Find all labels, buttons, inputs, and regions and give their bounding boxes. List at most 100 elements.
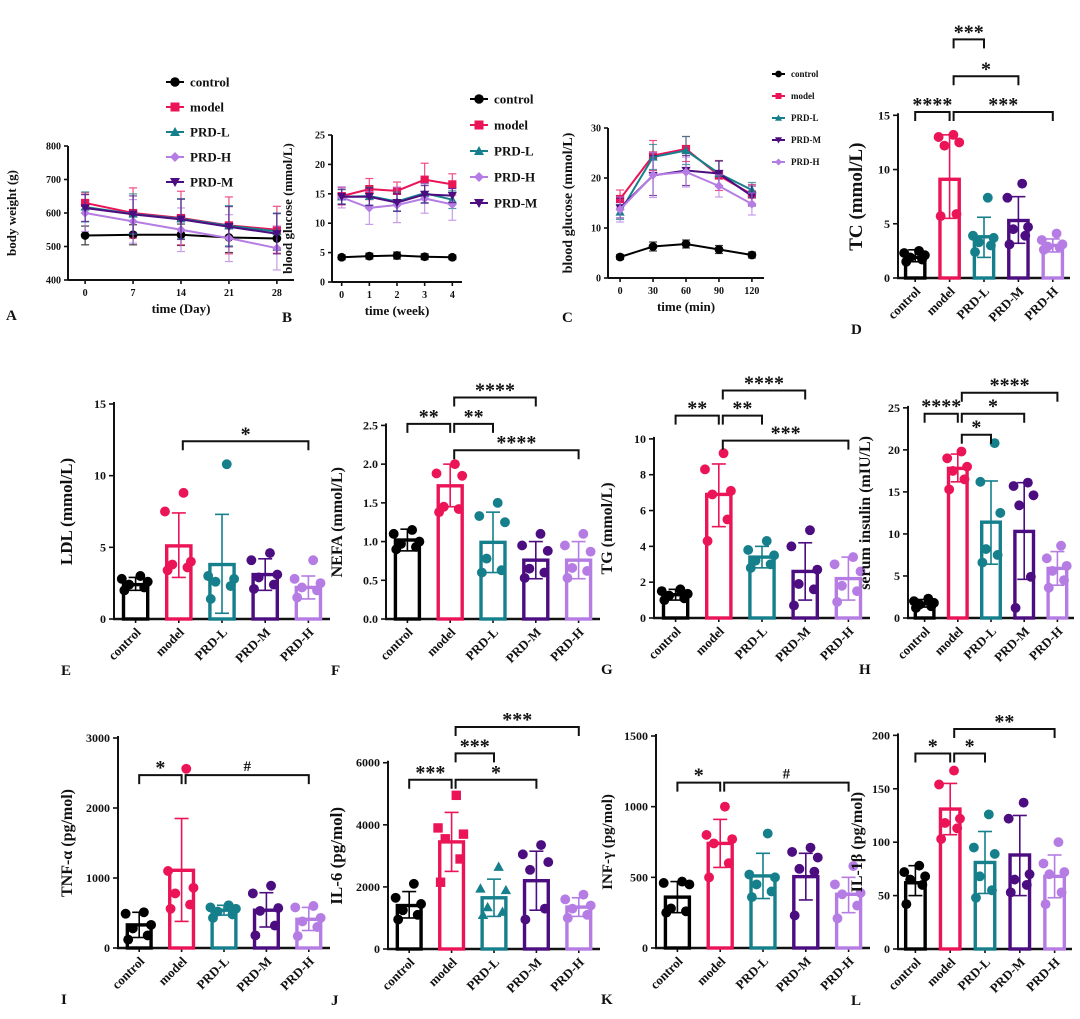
bar-group-control	[116, 571, 153, 621]
y-tick-label: 0	[596, 274, 601, 285]
sig-label: **	[732, 398, 752, 420]
category-label: PRD-M	[232, 625, 273, 666]
y-axis-title: blood glucose (mmol/L)	[561, 132, 576, 273]
y-tick-label: 25	[888, 401, 900, 415]
y-tick-label: 1.0	[363, 535, 378, 549]
series-control	[615, 239, 757, 262]
y-tick-label: 2	[640, 575, 646, 589]
bar-group-model	[431, 459, 468, 621]
axes: 0 10 20 30 0 30 60 90 120 time (min) blood glucose…	[561, 124, 764, 314]
panel-L: 0 50 100 150 200 IL-1β (pg/mol) control model PR…	[848, 688, 1080, 1013]
significance-brackets: ****** ******	[406, 380, 580, 460]
category-label: PRD-H	[1023, 955, 1063, 995]
category-label: PRD-H	[1021, 284, 1061, 324]
y-tick-label: 2.0	[363, 457, 378, 471]
legend-label: PRD-M	[791, 135, 821, 145]
x-axis-title: time (week)	[365, 303, 430, 318]
sig-label: ****	[990, 375, 1030, 397]
y-tick-label: 20	[888, 443, 900, 457]
y-tick-label: 800	[46, 142, 61, 153]
significance-brackets: **********	[921, 375, 1059, 444]
bar-group-PRD-H	[559, 528, 596, 621]
axes: 0 2 4 6 8 10 TG (mmol/L) control model PRD-L PRD-M…	[599, 432, 870, 665]
panel-letter: G	[601, 662, 613, 678]
category-label: model	[692, 623, 727, 658]
bar-group-model	[701, 801, 738, 950]
panel-F: 0.0 0.5 1.0 1.5 2.0 2.5 NEFA (mmol/L) control mo…	[328, 358, 610, 683]
sig-label: ***	[502, 709, 532, 731]
legend-label: model	[190, 100, 224, 115]
y-tick-label: 3000	[86, 731, 110, 745]
x-tick-label: 1	[367, 290, 372, 301]
bar-group-control	[120, 907, 157, 950]
category-label: PRD-M	[503, 955, 544, 996]
bar-group-PRD-L	[968, 192, 999, 280]
bar-group-control	[909, 593, 939, 620]
category-label: PRD-M	[503, 625, 544, 666]
legend-label: control	[791, 69, 819, 79]
legend-label: PRD-L	[494, 144, 534, 159]
x-tick-label: 4	[450, 290, 455, 301]
sig-label: *	[491, 762, 501, 784]
legend-label: PRD-L	[190, 125, 230, 140]
sig-label: **	[419, 406, 439, 428]
sig-label: ****	[744, 373, 784, 395]
panel-letter: D	[851, 322, 862, 338]
bar-group-PRD-H	[289, 555, 326, 621]
y-tick-label: 5	[894, 569, 900, 583]
y-tick-label: 0	[642, 941, 648, 955]
bar-group-PRD-H	[829, 552, 866, 620]
category-label: model	[152, 624, 187, 659]
y-tick-label: 10	[315, 219, 325, 230]
y-tick-label: 15	[94, 397, 106, 411]
y-tick-label: 0	[374, 942, 380, 956]
x-tick-label: 90	[714, 286, 724, 297]
x-tick-label: 14	[176, 288, 186, 299]
y-tick-label: 150	[872, 782, 890, 796]
legend-label: PRD-M	[190, 175, 233, 190]
series-PRD-H	[615, 151, 757, 223]
panel-letter: F	[331, 663, 340, 679]
category-label: PRD-L	[462, 624, 501, 663]
category-label: control	[885, 283, 924, 322]
y-axis-title: NEFA (mmol/L)	[329, 467, 346, 577]
sig-label: ***	[988, 94, 1018, 116]
legend-label: control	[190, 75, 230, 90]
series-control	[337, 251, 457, 262]
category-label: model	[924, 954, 959, 989]
bar-group-PRD-M	[517, 528, 553, 621]
bar-group-PRD-H	[560, 889, 596, 951]
panel-letter: J	[331, 993, 339, 1009]
bar-group-PRD-M	[786, 525, 823, 620]
sig-label: #	[243, 759, 251, 775]
x-tick-label: 120	[744, 286, 759, 297]
bar-group-PRD-L	[744, 828, 780, 950]
panel-E: 0 5 10 15 LDL (mmol/L) control model PRD-L PRD-M…	[57, 378, 340, 683]
bar-group-PRD-H	[1041, 540, 1072, 620]
panel-G: 0 2 4 6 8 10 TG (mmol/L) control model PRD-L PRD-M…	[598, 352, 882, 682]
category-label: PRD-H	[277, 954, 317, 994]
legend-label: model	[494, 118, 528, 133]
y-tick-label: 10	[888, 527, 900, 541]
bar-group-PRD-M	[787, 842, 823, 950]
bar-group-PRD-M	[1003, 797, 1035, 951]
y-tick-label: 4000	[356, 818, 380, 832]
panel-L-chart: 0 50 100 150 200 IL-1β (pg/mol) control model PR…	[849, 711, 1072, 1009]
category-label: control	[109, 953, 148, 992]
bar-group-control	[390, 878, 427, 951]
sig-label: *	[971, 417, 981, 439]
bar-group-PRD-L	[475, 861, 512, 951]
category-label: control	[105, 624, 144, 663]
panel-A: 400 500 600 700 800 0 7 14 21 28 time (Day) body we…	[2, 58, 310, 326]
category-label: control	[647, 953, 686, 992]
axes: 0 5 10 15 LDL (mmol/L) control model PRD-L PRD-M…	[57, 397, 330, 666]
y-axis-title: LDL (mmol/L)	[58, 458, 76, 565]
y-axis-title: TG (mmol/L)	[599, 482, 616, 574]
sig-label: ***	[771, 423, 801, 445]
category-label: control	[645, 623, 684, 662]
sig-label: ***	[954, 21, 984, 43]
y-tick-label: 1000	[86, 871, 110, 885]
